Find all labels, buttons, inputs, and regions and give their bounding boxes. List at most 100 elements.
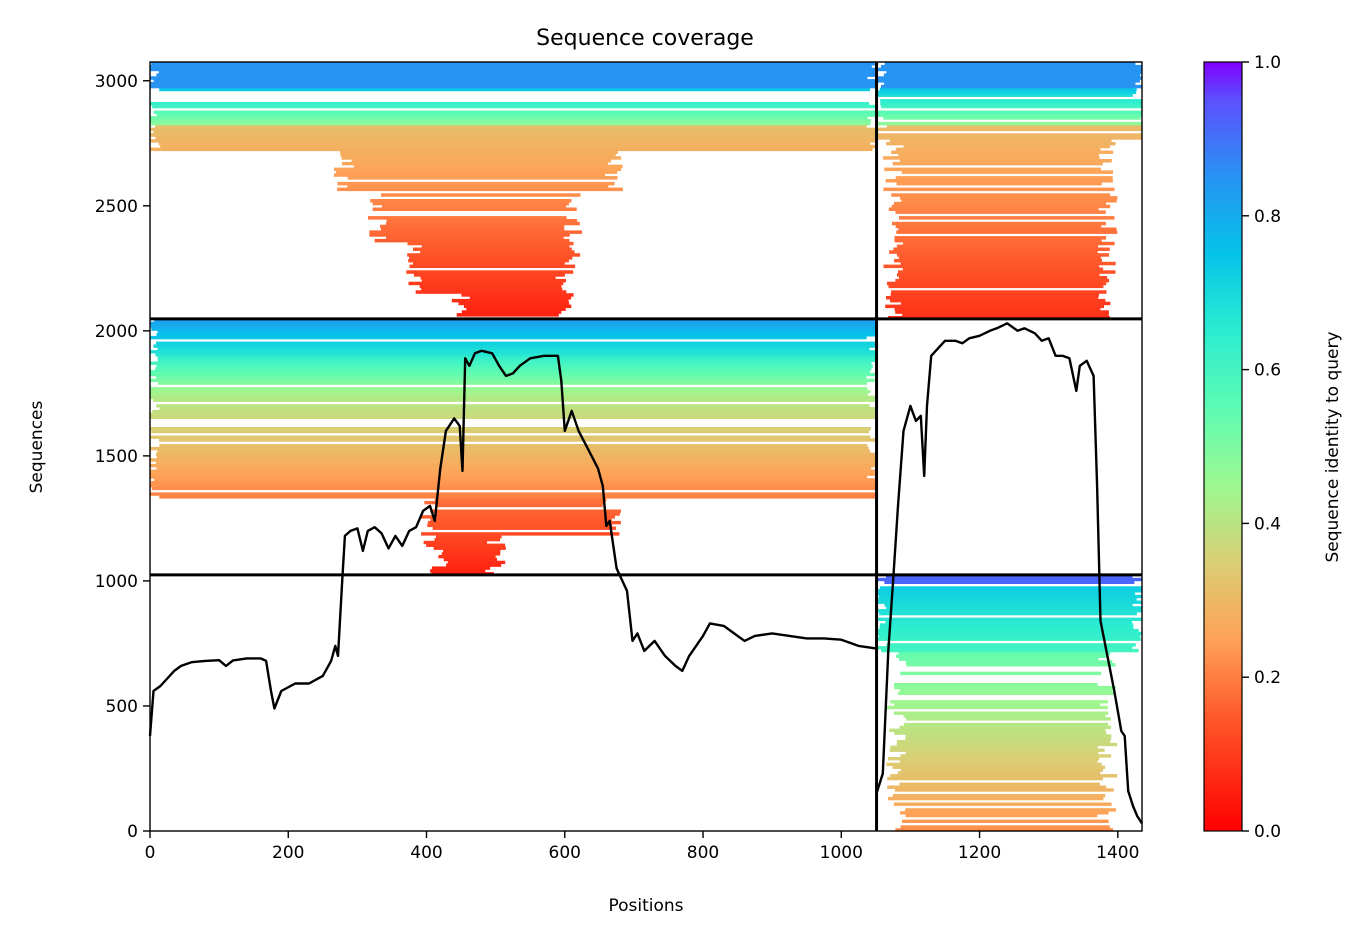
msa-row-band xyxy=(895,310,1109,314)
msa-row-band xyxy=(337,187,623,192)
x-tick-label: 1200 xyxy=(958,843,1001,863)
msa-row-band xyxy=(430,518,612,522)
msa-row-band xyxy=(421,278,566,283)
msa-row-band xyxy=(905,813,1098,818)
msa-row-band xyxy=(150,67,877,72)
msa-row-band xyxy=(900,196,1118,200)
msa-row-band xyxy=(888,757,1100,761)
msa-row-band xyxy=(887,776,1103,781)
msa-row-band xyxy=(885,179,1113,183)
msa-row-band xyxy=(150,469,877,473)
msa-row-band xyxy=(413,273,565,277)
msa-row-band xyxy=(159,407,877,411)
msa-row-band xyxy=(438,555,496,559)
msa-row-band xyxy=(896,244,1098,249)
msa-row-band xyxy=(890,700,1109,704)
msa-row-band xyxy=(895,210,1106,214)
msa-row-band xyxy=(334,167,622,172)
msa-row-band xyxy=(157,330,877,334)
msa-row-band xyxy=(150,392,868,397)
msa-row-band xyxy=(886,606,1142,610)
msa-row-band xyxy=(335,170,618,174)
colorbar-tick-label: 1.0 xyxy=(1254,53,1281,73)
msa-row-band xyxy=(889,728,1106,732)
msa-row-band xyxy=(876,631,1142,636)
msa-row-band xyxy=(900,825,1110,829)
y-tick-label: 500 xyxy=(106,697,138,717)
msa-row-band xyxy=(902,819,1109,823)
msa-row-band xyxy=(150,84,877,89)
msa-row-band xyxy=(159,438,877,442)
colorbar-ticks: 0.0 0.2 0.4 0.6 0.8 1.0 xyxy=(1242,53,1281,842)
msa-row-band xyxy=(885,304,1104,309)
x-tick-label: 0 xyxy=(145,843,156,863)
msa-row-band xyxy=(876,136,1142,140)
x-tick-label: 1400 xyxy=(1096,843,1139,863)
msa-row-band xyxy=(894,685,1116,690)
colorbar-label: Sequence identity to query xyxy=(1323,331,1343,562)
msa-row-band xyxy=(881,64,1142,69)
msa-row-band xyxy=(894,703,1101,707)
msa-row-band xyxy=(883,187,1115,192)
msa-row-band xyxy=(895,176,1113,180)
msa-row-band xyxy=(879,611,1137,616)
msa-row-band xyxy=(456,313,559,317)
msa-row-band xyxy=(896,253,1110,257)
msa-row-band xyxy=(876,617,1142,621)
y-tick-label: 2500 xyxy=(95,197,138,217)
msa-row-band xyxy=(876,600,1142,604)
msa-row-band xyxy=(876,609,1142,613)
msa-row-band xyxy=(446,563,502,567)
msa-row-band xyxy=(885,574,1133,579)
msa-row-band xyxy=(890,293,1099,297)
msa-row-band xyxy=(351,159,612,163)
msa-row-band xyxy=(898,227,1117,231)
msa-row-band xyxy=(150,395,877,400)
msa-row-band xyxy=(905,737,1112,741)
msa-row-band xyxy=(150,82,877,86)
msa-row-band xyxy=(443,557,498,562)
msa-row-band xyxy=(150,64,872,69)
msa-row-band xyxy=(337,181,615,186)
colorbar-tick-label: 0.4 xyxy=(1254,514,1281,534)
msa-row-band xyxy=(880,102,1142,106)
msa-row-band xyxy=(876,113,1142,117)
msa-row-band xyxy=(150,483,877,488)
msa-row-band xyxy=(432,526,616,530)
msa-row-band xyxy=(150,133,876,137)
msa-row-band xyxy=(899,276,1108,280)
msa-row-band xyxy=(900,768,1103,772)
msa-row-band xyxy=(341,161,608,166)
x-tick-label: 1000 xyxy=(820,843,863,863)
msa-row-band xyxy=(876,110,1142,114)
msa-row-band xyxy=(903,241,1115,246)
msa-row-band xyxy=(898,651,1111,656)
msa-row-band xyxy=(890,298,1106,303)
msa-row-band xyxy=(434,498,607,502)
msa-row-band xyxy=(893,802,1112,806)
msa-row-band xyxy=(406,270,574,274)
msa-row-band xyxy=(434,512,620,516)
msa-row-band xyxy=(150,372,877,377)
msa-row-band xyxy=(372,201,569,206)
msa-row-band xyxy=(892,161,1103,166)
colorbar-tick-label: 0.2 xyxy=(1254,668,1281,688)
msa-row-band xyxy=(892,221,1106,226)
msa-row-band xyxy=(153,110,877,114)
msa-row-band xyxy=(886,705,1108,710)
msa-row-band xyxy=(466,307,566,311)
msa-row-band xyxy=(878,594,1142,599)
msa-row-band xyxy=(458,301,570,306)
msa-row-band xyxy=(883,156,1100,160)
msa-row-band xyxy=(427,520,621,525)
msa-row-band xyxy=(900,671,1102,676)
y-axis-label: Sequences xyxy=(27,401,47,494)
msa-heatmap xyxy=(150,62,1142,832)
msa-row-band xyxy=(884,167,1101,172)
y-tick-label: 1000 xyxy=(95,572,138,592)
msa-row-band xyxy=(156,73,877,77)
msa-row-band xyxy=(150,387,868,391)
msa-row-band xyxy=(463,304,572,309)
msa-row-band xyxy=(370,199,572,203)
msa-row-band xyxy=(461,310,562,314)
